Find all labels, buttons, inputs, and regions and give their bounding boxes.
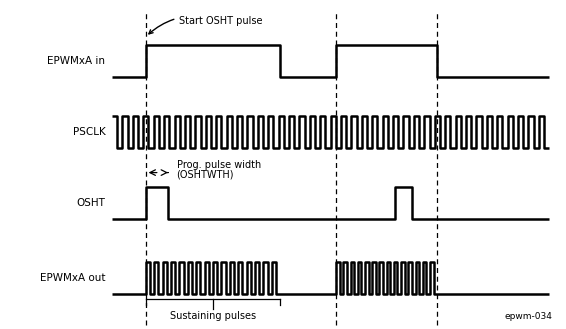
Text: EPWMxA out: EPWMxA out xyxy=(40,273,105,283)
Text: PSCLK: PSCLK xyxy=(72,127,105,137)
Text: EPWMxA in: EPWMxA in xyxy=(48,56,105,66)
Text: OSHT: OSHT xyxy=(76,198,105,208)
Text: epwm-034: epwm-034 xyxy=(504,312,552,321)
Text: Sustaining pulses: Sustaining pulses xyxy=(170,311,256,321)
Text: Prog. pulse width: Prog. pulse width xyxy=(177,160,261,169)
Text: Start OSHT pulse: Start OSHT pulse xyxy=(149,15,263,34)
Text: (OSHTWTH): (OSHTWTH) xyxy=(177,169,234,179)
